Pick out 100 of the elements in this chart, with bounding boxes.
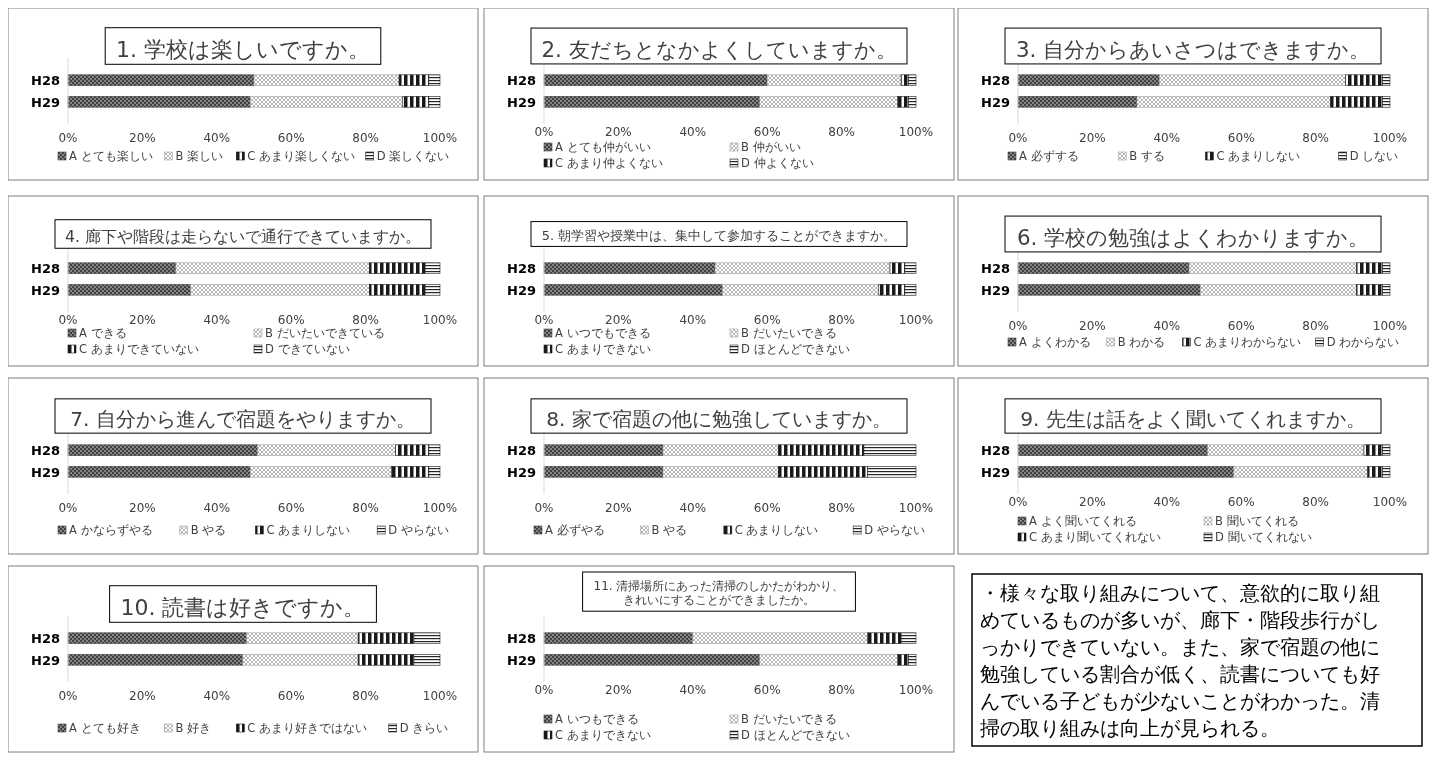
x-tick-label: 100% [422, 501, 458, 515]
x-tick-label: 60% [1227, 131, 1255, 145]
bar [1017, 444, 1209, 456]
legend-label: C あまりできない [555, 342, 651, 356]
x-tick-label: 40% [679, 125, 707, 139]
bar [246, 632, 359, 644]
y-tick-label: H29 [507, 652, 536, 668]
legend-label: D 仲よくない [741, 156, 814, 170]
legend-label: D ほとんどできない [741, 342, 850, 356]
bar [67, 466, 251, 478]
legend-label: B わかる [1117, 335, 1166, 349]
bar [1136, 96, 1331, 108]
x-tick-label: 0% [1008, 495, 1028, 509]
x-tick-label: 80% [352, 501, 379, 515]
bar [543, 74, 768, 86]
x-tick-label: 60% [753, 501, 781, 515]
y-tick-label: H28 [981, 261, 1010, 277]
x-tick-label: 0% [1008, 319, 1028, 333]
x-tick-label: 100% [1372, 319, 1408, 333]
x-tick-label: 80% [828, 125, 855, 139]
y-tick-label: H28 [31, 73, 60, 89]
bar [249, 466, 392, 478]
legend-label: D 聞いてくれない [1215, 530, 1312, 544]
y-tick-label: H29 [31, 464, 60, 480]
bar [692, 632, 868, 644]
chart-title: 6. 学校の勉強はよくわかりますか。 [1016, 224, 1370, 250]
x-tick-label: 80% [828, 501, 855, 515]
bar [67, 74, 255, 86]
x-tick-label: 40% [203, 689, 231, 703]
bar [543, 466, 664, 478]
bar [759, 96, 898, 108]
legend-label: B だいたいできる [741, 712, 837, 726]
bar [543, 632, 694, 644]
bar [67, 262, 177, 274]
x-tick-label: 60% [277, 501, 305, 515]
x-tick-label: 0% [58, 689, 78, 703]
legend-label: C あまり聞いてくれない [1029, 530, 1161, 544]
legend-label: D できていない [265, 342, 350, 356]
x-tick-label: 20% [129, 501, 156, 515]
x-tick-label: 0% [534, 683, 554, 697]
bar [1017, 262, 1190, 274]
legend-label: A よくわかる [1019, 335, 1091, 349]
x-tick-label: 80% [1302, 319, 1329, 333]
x-tick-label: 60% [277, 689, 305, 703]
x-tick-label: 80% [828, 683, 855, 697]
bar [175, 262, 370, 274]
y-tick-label: H28 [507, 73, 536, 89]
x-tick-label: 100% [1372, 131, 1408, 145]
bar [722, 284, 880, 296]
legend-label: B だいたいできている [265, 326, 385, 340]
x-tick-label: 20% [1079, 131, 1106, 145]
y-tick-label: H28 [981, 73, 1010, 89]
x-tick-label: 0% [58, 313, 78, 327]
legend-label: D わからない [1326, 335, 1400, 349]
x-tick-label: 20% [129, 313, 156, 327]
legend-label: D 楽しくない [376, 149, 450, 163]
bar [67, 284, 192, 296]
legend-label: C あまり好きではない [247, 721, 367, 735]
legend-label: A よく聞いてくれる [1029, 514, 1137, 528]
y-tick-label: H28 [507, 443, 536, 459]
legend-label: A とても楽しい [69, 149, 153, 163]
x-tick-label: 20% [605, 125, 632, 139]
legend-label: B する [1129, 149, 1165, 163]
x-tick-label: 0% [58, 131, 78, 145]
legend-label: D きらい [399, 721, 449, 735]
bar [190, 284, 370, 296]
chart-title: 10. 読書は好きですか。 [120, 595, 366, 620]
x-tick-label: 20% [129, 131, 156, 145]
legend-label: C あまりわからない [1193, 335, 1302, 349]
legend-label: C あまりしない [734, 523, 819, 537]
x-tick-label: 60% [753, 313, 781, 327]
chart-title: 9. 先生は話をよく聞いてくれますか。 [1020, 407, 1366, 432]
bar [543, 96, 761, 108]
legend-label: C あまりできない [555, 728, 651, 742]
y-tick-label: H29 [981, 94, 1010, 110]
bar [1199, 284, 1357, 296]
x-tick-label: 80% [352, 689, 379, 703]
x-tick-label: 80% [828, 313, 855, 327]
x-tick-label: 80% [1302, 495, 1329, 509]
legend-label: D ほとんどできない [741, 728, 850, 742]
y-tick-label: H29 [31, 282, 60, 298]
x-tick-label: 40% [203, 313, 231, 327]
x-tick-label: 60% [1227, 319, 1255, 333]
x-tick-label: 80% [352, 131, 379, 145]
bar [1159, 74, 1346, 86]
bar [67, 654, 244, 666]
x-tick-label: 40% [679, 683, 707, 697]
x-tick-label: 40% [679, 501, 707, 515]
y-tick-label: H28 [31, 631, 60, 647]
bar [67, 632, 247, 644]
x-tick-label: 20% [129, 689, 156, 703]
bar [257, 444, 396, 456]
x-tick-label: 80% [352, 313, 379, 327]
legend-label: C あまり楽しくない [247, 149, 355, 163]
legend-label: C あまりできていない [79, 342, 199, 356]
x-tick-label: 0% [534, 313, 554, 327]
chart-title: 2. 友だちとなかよくしていますか。 [541, 36, 897, 62]
chart-title: 4. 廊下や階段は走らないで通行できていますか。 [64, 226, 422, 246]
bar [543, 284, 723, 296]
legend-label: A とても仲がいい [555, 140, 651, 154]
